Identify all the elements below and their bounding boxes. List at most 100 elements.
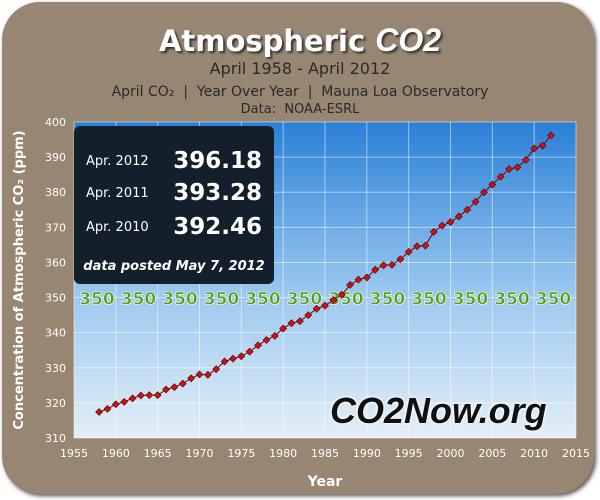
- y-tick-label: 340: [45, 327, 66, 340]
- data-point: [429, 228, 438, 236]
- data-point: [145, 391, 154, 400]
- subtitle: April 1958 - April 2012: [209, 59, 391, 78]
- x-tick-label: 1985: [311, 447, 339, 460]
- x-tick-label: 1970: [186, 447, 214, 460]
- data-point: [237, 352, 246, 361]
- x-tick-label: 1955: [60, 447, 88, 460]
- data-point: [312, 304, 321, 313]
- data-point: [404, 248, 413, 256]
- data-point: [321, 301, 329, 310]
- data-point: [187, 374, 196, 383]
- title-co2: CO2: [375, 22, 442, 58]
- data-point: [471, 197, 480, 206]
- data-point: [371, 265, 380, 274]
- data-point: [446, 218, 455, 226]
- data-point: [488, 180, 497, 189]
- reference-350-label: 350: [204, 290, 240, 310]
- y-tick-label: 350: [45, 292, 66, 305]
- data-point: [111, 400, 120, 409]
- data-point: [279, 324, 288, 333]
- reference-350-label: 350: [287, 290, 323, 310]
- info-line: April CO₂ | Year Over Year | Mauna Loa O…: [111, 84, 489, 100]
- data-point: [203, 370, 212, 379]
- data-point: [270, 331, 279, 340]
- x-tick-label: 1990: [353, 447, 381, 460]
- x-tick-label: 1995: [395, 447, 423, 460]
- data-point: [413, 242, 421, 251]
- data-point: [95, 408, 103, 416]
- data-point: [438, 221, 447, 230]
- data-point: [379, 261, 388, 270]
- watermark: CO2Now.org: [330, 390, 547, 431]
- reference-350-label: 350: [411, 290, 447, 310]
- data-point: [128, 394, 137, 403]
- data-point: [162, 385, 170, 394]
- y-axis-label: Concentration of Atmospheric CO₂ (ppm): [12, 130, 27, 429]
- y-tick-label: 360: [45, 256, 66, 269]
- x-tick-label: 1980: [269, 447, 297, 460]
- data-point: [538, 141, 547, 150]
- data-point: [396, 255, 405, 264]
- data-point: [421, 241, 430, 250]
- data-point: [513, 163, 522, 172]
- data-point: [229, 354, 237, 363]
- x-tick-label: 2005: [478, 447, 506, 460]
- reference-350-label: 350: [453, 290, 489, 310]
- reference-350-label: 350: [328, 290, 364, 310]
- y-tick-label: 320: [45, 397, 66, 410]
- data-point: [296, 317, 304, 325]
- data-point: [262, 336, 271, 344]
- data-point: [496, 172, 505, 181]
- data-point: [480, 188, 488, 197]
- data-point: [120, 397, 129, 406]
- data-point: [245, 347, 254, 356]
- reference-350-label: 350: [79, 290, 115, 310]
- data-source: Data: NOAA-ESRL: [240, 102, 360, 117]
- data-point: [254, 341, 262, 350]
- reference-350-label: 350: [370, 290, 406, 310]
- y-tick-label: 370: [45, 221, 66, 234]
- data-point: [137, 391, 145, 400]
- reference-350-label: 350: [494, 290, 530, 310]
- readings-box: Apr. 2012 396.18 Apr. 2011 393.28 Apr. 201…: [74, 126, 274, 284]
- data-point: [304, 311, 313, 320]
- data-point: [170, 383, 179, 391]
- reference-350-label: 350: [536, 290, 572, 310]
- y-tick-label: 380: [45, 186, 66, 199]
- x-tick-label: 1960: [102, 447, 130, 460]
- reference-350-label: 350: [162, 290, 198, 310]
- data-point: [354, 275, 363, 284]
- data-point: [153, 391, 162, 400]
- x-tick-label: 2000: [437, 447, 465, 460]
- y-tick-label: 310: [45, 432, 66, 445]
- data-point: [388, 261, 396, 269]
- data-point: [212, 365, 221, 374]
- x-tick-label: 1975: [227, 447, 255, 460]
- data-point: [337, 290, 346, 299]
- data-point: [346, 281, 354, 289]
- reading-value: 392.46: [173, 214, 262, 240]
- data-point: [521, 156, 530, 164]
- reading-label: Apr. 2010: [86, 220, 149, 235]
- data-point: [505, 165, 513, 173]
- y-tick-label: 400: [45, 116, 66, 129]
- data-point: [220, 357, 229, 366]
- data-point: [195, 370, 204, 379]
- y-tick-label: 390: [45, 151, 66, 164]
- x-tick-label: 2010: [520, 447, 548, 460]
- data-point: [329, 296, 338, 304]
- data-point: [463, 205, 472, 214]
- y-tick-label: 330: [45, 362, 66, 375]
- data-point: [178, 379, 187, 388]
- reference-350-label: 350: [121, 290, 157, 310]
- reading-value: 396.18: [173, 148, 262, 174]
- x-axis-label: Year: [307, 474, 343, 490]
- data-posted-note: data posted May 7, 2012: [83, 259, 265, 274]
- reading-value: 393.28: [173, 180, 262, 206]
- data-point: [287, 319, 296, 328]
- title-text: Atmospheric: [158, 24, 366, 58]
- reading-label: Apr. 2012: [86, 154, 149, 169]
- data-point: [530, 144, 539, 153]
- reading-label: Apr. 2011: [86, 186, 149, 201]
- data-point: [454, 212, 463, 221]
